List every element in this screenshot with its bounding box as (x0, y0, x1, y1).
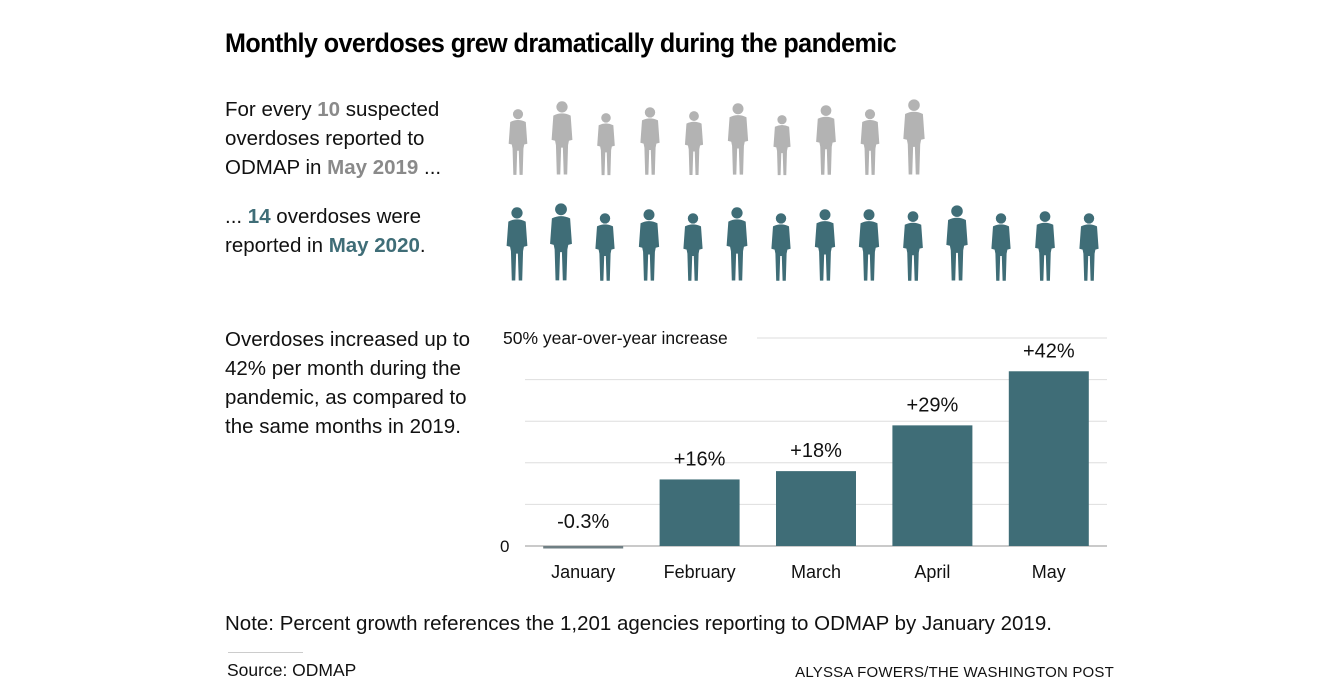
intro-text-part: overdoses were reported in (225, 205, 422, 257)
person-silhouette-icon (684, 111, 704, 175)
source-text: Source: ODMAP (227, 660, 357, 680)
person-silhouette-icon (1079, 213, 1099, 281)
count-2019: 10 (317, 98, 341, 121)
x-tick-label: April (914, 562, 950, 582)
person-silhouette-icon (726, 207, 748, 281)
person-silhouette-icon (946, 205, 968, 281)
person-silhouette-icon (771, 213, 791, 281)
person-silhouette-icon (903, 99, 925, 175)
y-tick-label: 50% year-over-year increase (503, 328, 728, 348)
x-tick-label: March (791, 562, 841, 582)
person-silhouette-icon (640, 107, 660, 175)
person-silhouette-icon (597, 113, 615, 176)
bar-chart: 0 50% year-over-year increase -0.3% January… (500, 328, 1107, 582)
person-silhouette-icon (1035, 211, 1055, 281)
person-silhouette-icon (816, 105, 836, 175)
footnote: Note: Percent growth references the 1,20… (225, 612, 1052, 635)
data-label: +16% (674, 448, 726, 470)
person-silhouette-icon (858, 209, 880, 281)
x-tick-label: May (1032, 562, 1066, 582)
count-2020: 14 (247, 205, 271, 228)
person-silhouette-icon (903, 211, 923, 281)
date-2019: May 2019 (327, 156, 419, 179)
intro-text-part: For every (225, 98, 318, 121)
data-label: -0.3% (557, 511, 609, 533)
data-label: +42% (1023, 340, 1075, 362)
bar (1008, 371, 1089, 546)
x-tick-label: January (551, 562, 615, 582)
person-silhouette-icon (814, 209, 836, 281)
person-silhouette-icon (773, 115, 791, 176)
intro-2019-text: For every 10 suspected overdoses reporte… (225, 95, 485, 182)
divider (228, 652, 303, 653)
person-silhouette-icon (508, 109, 528, 175)
person-silhouette-icon (550, 203, 572, 281)
data-label: +29% (907, 394, 959, 416)
bar (776, 471, 856, 546)
data-label: +18% (790, 440, 842, 462)
person-silhouette-icon (727, 103, 749, 175)
bar (892, 425, 973, 546)
intro-text-part: ... (418, 156, 442, 179)
date-2020: May 2020 (328, 234, 420, 257)
person-silhouette-icon (551, 101, 573, 175)
person-silhouette-icon (860, 109, 880, 175)
pictogram-2020 (500, 198, 1115, 284)
intro-text-part: ... (225, 205, 248, 228)
x-tick-label: February (664, 562, 736, 582)
chart-title: Monthly overdoses grew dramatically duri… (225, 28, 897, 58)
bar (659, 479, 740, 546)
bar (543, 546, 624, 549)
person-silhouette-icon (506, 207, 528, 281)
person-silhouette-icon (991, 213, 1011, 281)
y-tick-label: 0 (500, 537, 509, 556)
person-silhouette-icon (683, 213, 703, 281)
pictogram-2019 (500, 92, 940, 178)
person-silhouette-icon (638, 209, 660, 281)
credit-text: ALYSSA FOWERS/THE WASHINGTON POST (795, 664, 1114, 681)
intro-text-part: . (419, 234, 426, 257)
person-silhouette-icon (595, 213, 615, 281)
chart-description: Overdoses increased up to 42% per month … (225, 328, 470, 438)
intro-2020-text: ... 14 overdoses were reported in May 20… (225, 202, 485, 260)
intro-text-part: suspected overdoses reported to ODMAP in (225, 98, 440, 179)
